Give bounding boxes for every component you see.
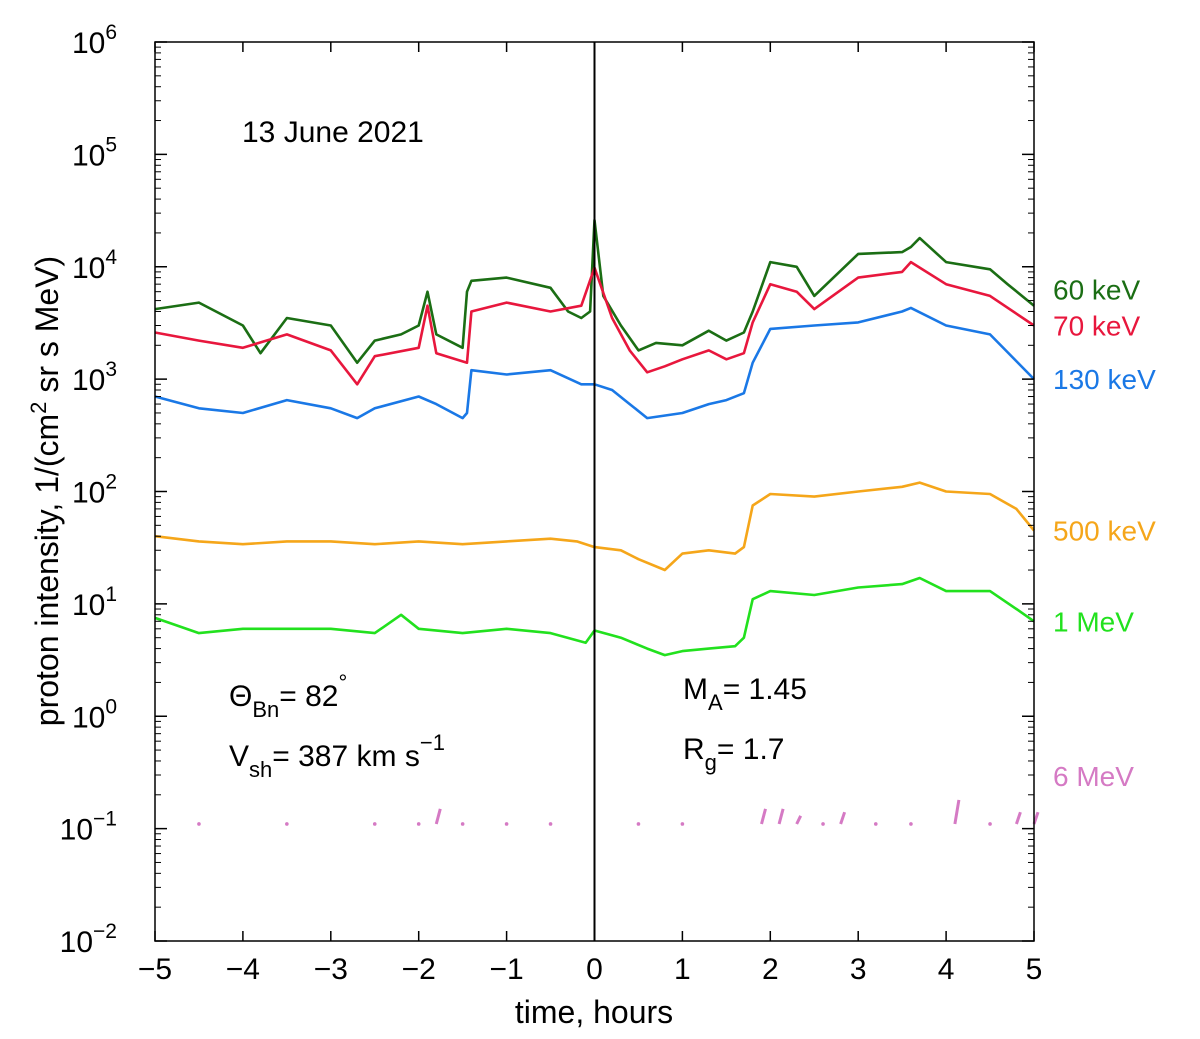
series-6-mev-point <box>821 822 825 826</box>
series-6-mev-point <box>953 799 961 825</box>
ticks-layer: −5 −4 −3 −2 −1 0 1 2 3 4 5 10−2 10−1 100 101 102 103 104 1… <box>60 21 1043 986</box>
y-tick-label: 102 <box>72 471 117 510</box>
series-6-mev-point <box>197 822 201 826</box>
y-tick-label: 10−2 <box>60 920 117 959</box>
series-6-mev-point <box>680 822 685 826</box>
x-tick-label: 1 <box>674 953 691 986</box>
x-tick-label: 2 <box>762 953 779 986</box>
series-130-kev-line <box>154 306 1035 420</box>
series-6-mev-point <box>548 822 553 826</box>
series-6-mev-point <box>372 822 377 826</box>
series-500-kev-line <box>154 481 1036 572</box>
x-tick-label: 0 <box>586 953 603 986</box>
series-6-mev-point <box>636 822 641 826</box>
series-label-500-kev: 500 keV <box>1053 515 1156 546</box>
series-6-mev-point <box>909 822 913 826</box>
series-6-mev-point <box>873 822 878 826</box>
y-tick-label: 104 <box>72 246 117 285</box>
series-6-mev-point <box>839 811 847 825</box>
y-tick-label: 103 <box>72 358 117 397</box>
series-labels: 60 keV 70 keV 130 keV 500 keV 1 MeV 6 MeV <box>1053 274 1156 792</box>
alfven-mach-label: MA= 1.45 <box>683 673 807 715</box>
series-label-6-mev: 6 MeV <box>1053 761 1134 792</box>
series-1-mev-line <box>154 576 1035 657</box>
series-6-mev-point <box>460 822 465 826</box>
gas-compression-label: Rg= 1.7 <box>683 733 784 775</box>
x-tick-label: −1 <box>489 953 523 986</box>
x-tick-label: 4 <box>938 953 955 986</box>
y-tick-label: 100 <box>72 695 117 734</box>
x-tick-label: −4 <box>226 953 260 986</box>
x-tick-label: 5 <box>1026 953 1043 986</box>
series-6-mev-point <box>1014 811 1022 825</box>
y-tick-label: 106 <box>72 21 117 60</box>
y-tick-label: 101 <box>72 583 117 622</box>
series-6-mev-point <box>285 822 289 826</box>
x-tick-label: −5 <box>138 953 172 986</box>
event-date-label: 13 June 2021 <box>242 116 424 149</box>
series-6-mev-point <box>988 822 992 826</box>
series-6-mev-point <box>760 808 767 825</box>
series-6-mev-point <box>795 815 803 825</box>
series-label-60-kev: 60 keV <box>1053 274 1140 305</box>
series-6-mev-point <box>416 822 421 826</box>
shock-speed-label: Vsh= 387 km s−1 <box>229 730 445 782</box>
series-6-mev-point <box>777 808 785 825</box>
x-tick-label: 3 <box>850 953 867 986</box>
series-layer <box>154 218 1040 826</box>
x-tick-label: −3 <box>314 953 348 986</box>
theta-bn-label: ΘBn= 82° <box>229 670 347 722</box>
series-label-70-kev: 70 keV <box>1053 311 1140 342</box>
series-label-130-kev: 130 keV <box>1053 364 1156 395</box>
series-6-mev-point <box>434 808 442 825</box>
series-70-kev-line <box>154 260 1035 386</box>
series-6-mev-point <box>504 822 509 826</box>
y-tick-label: 105 <box>72 133 117 172</box>
y-tick-label: 10−1 <box>60 808 117 847</box>
x-axis-title: time, hours <box>515 994 673 1030</box>
series-label-1-mev: 1 MeV <box>1053 606 1134 637</box>
y-axis-title: proton intensity, 1/(cm2 sr s MeV) <box>26 256 65 726</box>
x-tick-label: −2 <box>402 953 436 986</box>
